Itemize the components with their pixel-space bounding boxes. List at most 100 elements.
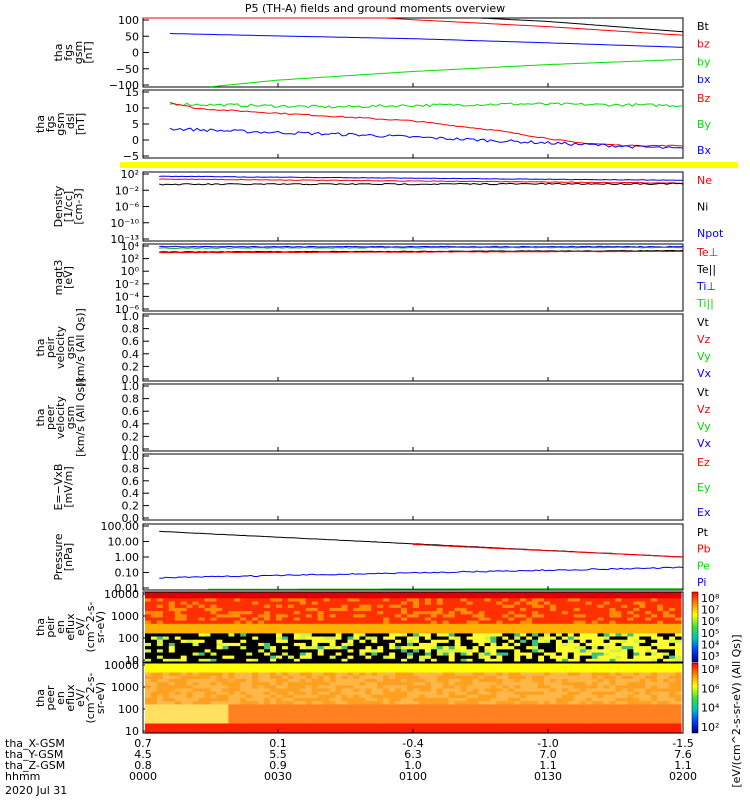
ytick-label: 5: [132, 118, 139, 131]
ytick-label: 0.10: [115, 567, 140, 580]
ephemeris-value: 0.7: [134, 737, 152, 750]
ytick-label: 1000: [111, 681, 139, 694]
ylabel-line: eV/: [74, 689, 87, 707]
legend-Bt: Bt: [697, 20, 710, 33]
ytick-label: 0: [132, 47, 139, 60]
ylabel-line: [cm-3]: [72, 188, 85, 224]
ytick-label: 0.8: [122, 323, 140, 336]
ytick-label: 0.4: [122, 348, 140, 361]
ylabel-line: Pressure: [52, 533, 65, 580]
ytick-label: 0.8: [122, 393, 140, 406]
ytick-label: 10: [125, 654, 139, 667]
legend-By: By: [697, 118, 712, 131]
ylabel-line: velocity: [54, 396, 67, 439]
date-label: 2020 Jul 31: [5, 784, 67, 797]
ylabel-line: en: [54, 620, 67, 634]
ylabel-line: (cm^2-s-: [84, 673, 97, 724]
ephemeris-value: 1.0: [404, 759, 422, 772]
legend-Vt: Vt: [697, 316, 710, 329]
ytick-label: 1.0: [122, 380, 140, 393]
ytick-label: 100: [118, 632, 139, 645]
ytick-label: 0.8: [122, 462, 140, 475]
spectrogram-electron: [145, 663, 682, 734]
ytick-label: 10⁰: [121, 265, 140, 278]
colorbar-tick: 10²: [701, 721, 719, 734]
ytick-label: 100: [118, 14, 139, 27]
ytick-label: 10⁴: [121, 240, 140, 253]
ytick-label: 10: [125, 725, 139, 738]
ytick-label: 0.2: [122, 500, 140, 513]
legend-Ne: Ne: [697, 174, 712, 187]
pressure-trace: [159, 566, 684, 579]
ephemeris-value: 0.9: [269, 759, 287, 772]
legend-Vz: Vz: [697, 333, 711, 346]
ytick-label: 0.4: [122, 487, 140, 500]
ephemeris-value: -0.4: [402, 737, 423, 750]
legend-Ti⊥: Ti⊥: [696, 280, 716, 293]
ylabel-line: tha: [34, 115, 47, 133]
legend-Vy: Vy: [697, 350, 711, 363]
colorbar-tick: 10⁸: [701, 592, 720, 605]
ylabel-line: sr-eV): [94, 682, 107, 714]
ytick-label: 10⁻⁴: [115, 290, 140, 303]
ytick-label: 10⁻²: [115, 184, 139, 197]
ytick-label: 10⁻¹³: [110, 233, 139, 246]
ylabel-line: peir: [44, 336, 57, 358]
ylabel-line: _dsl: [64, 113, 77, 135]
colorbar-tick: 10⁵: [701, 627, 719, 640]
pressure-trace: [207, 588, 683, 590]
legend-Vx: Vx: [697, 437, 712, 450]
ytick-label: 10⁻²: [115, 278, 139, 291]
ytick-label: 1.0: [122, 450, 140, 463]
ytick-label: 0.2: [122, 360, 140, 373]
ephemeris-value: 0000: [129, 770, 157, 783]
ylabel-line: peer: [44, 405, 57, 431]
ytick-label: 10⁻¹⁰: [110, 217, 139, 230]
trace-panel-3: [159, 250, 684, 254]
legend-Bz: Bz: [697, 92, 711, 105]
ephemeris-label: hhmm: [5, 770, 40, 783]
ytick-label: 10000: [104, 588, 139, 601]
legend-Te||: Te||: [696, 263, 716, 276]
ytick-label: 0.0: [122, 373, 140, 386]
ytick-label: 0.6: [122, 335, 140, 348]
ephemeris-value: 0200: [669, 770, 697, 783]
legend-by: by: [697, 55, 711, 68]
ylabel-line: velocity: [54, 326, 67, 369]
legend-Ti||: Ti||: [696, 297, 714, 310]
ylabel-line: fgs: [62, 44, 75, 61]
ephemeris-label: tha_Z-GSM: [5, 759, 65, 772]
ephemeris-value: 0.1: [269, 737, 287, 750]
ylabel-line: [nPa]: [62, 543, 75, 571]
ylabel-line: tha: [34, 408, 47, 426]
ephemeris-value: 0100: [399, 770, 427, 783]
ylabel-line: tha: [34, 689, 47, 707]
series-fgs_by: [210, 58, 684, 88]
ytick-label: 10²: [121, 253, 139, 266]
legend-Pe: Pe: [697, 559, 710, 572]
colorbar-tick: 10³: [701, 650, 719, 663]
series-dsl_Bz: [169, 102, 684, 147]
panel-frame-efield: [142, 453, 684, 521]
colorbar-tick: 10⁶: [701, 615, 720, 628]
panel-frame-peer_vel: [142, 383, 684, 452]
ylabel-line: tha: [52, 43, 65, 61]
ytick-label: 1000: [111, 610, 139, 623]
ytick-label: 0.6: [122, 405, 140, 418]
legend-Npot: Npot: [697, 227, 724, 240]
ylabel-line: gsm: [64, 336, 77, 359]
legend-Vt: Vt: [697, 386, 710, 399]
ytick-label: 0.0: [122, 443, 140, 456]
ylabel-line: tha: [34, 338, 47, 356]
legend-Ni: Ni: [697, 201, 708, 214]
trace-panel-2: [159, 178, 684, 184]
pressure-trace: [412, 543, 684, 558]
ytick-label: 0.6: [122, 475, 140, 488]
ytick-label: 10000: [104, 659, 139, 672]
ylabel-line: eflux: [64, 613, 77, 641]
ytick-label: 0.4: [122, 418, 140, 431]
ytick-label: 0.01: [115, 582, 140, 595]
ytick-label: 10⁻⁶: [115, 201, 140, 214]
ylabel-line: fgs: [44, 115, 57, 132]
